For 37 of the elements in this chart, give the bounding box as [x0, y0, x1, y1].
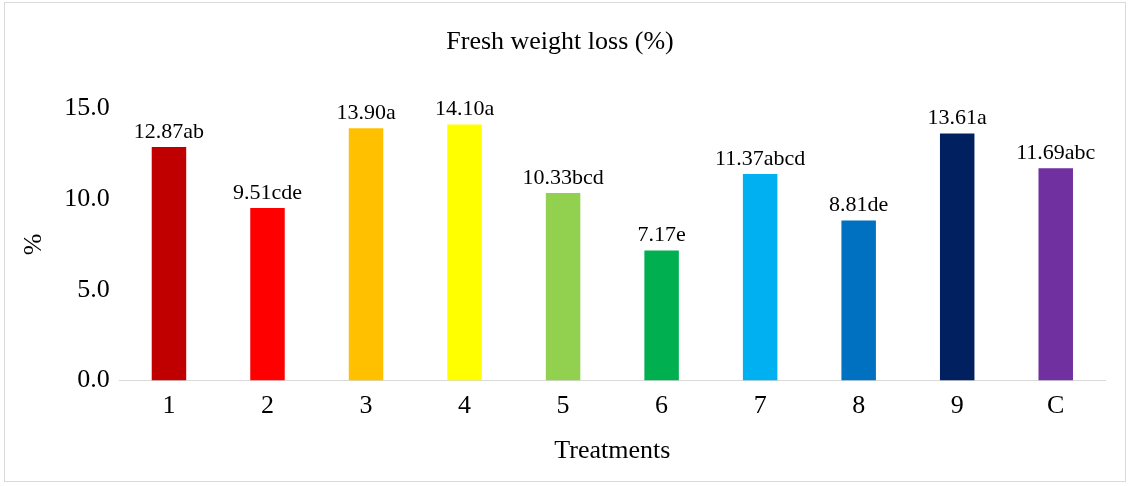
- bar: [151, 146, 187, 381]
- data-label: 13.90a: [336, 98, 396, 124]
- x-tick-label: 9: [950, 390, 964, 420]
- y-axis-title: %: [18, 233, 48, 256]
- bar: [742, 174, 778, 381]
- x-tick-label: 1: [162, 390, 176, 420]
- bar: [841, 220, 876, 381]
- data-label: 10.33bcd: [522, 163, 604, 189]
- y-tick-label: 10.0: [64, 182, 110, 212]
- data-label: 8.81de: [829, 191, 889, 217]
- y-tick-label: 15.0: [64, 92, 110, 122]
- bar: [1038, 168, 1073, 381]
- data-label: 7.17e: [637, 221, 686, 247]
- data-label: 9.51cde: [232, 178, 303, 204]
- data-label: 14.10a: [434, 95, 495, 121]
- data-label: 11.37abcd: [715, 144, 806, 170]
- bar: [644, 250, 679, 381]
- x-tick-label: 6: [655, 390, 669, 420]
- x-tick-label: 4: [458, 390, 472, 420]
- x-tick-label: 3: [359, 390, 373, 420]
- chart-title: Fresh weight loss (%): [446, 26, 674, 56]
- bar: [545, 193, 581, 381]
- bar: [348, 128, 384, 381]
- x-tick-label: 8: [852, 390, 866, 420]
- bar: [939, 133, 975, 381]
- y-tick-label: 5.0: [77, 273, 110, 303]
- y-tick-label: 0.0: [77, 364, 110, 394]
- x-axis-title: Treatments: [554, 435, 671, 465]
- data-label: 11.69abc: [1016, 139, 1096, 165]
- bar: [447, 124, 482, 381]
- x-tick-label: 7: [753, 390, 767, 420]
- x-tick-label: 5: [556, 390, 570, 420]
- bar: [250, 207, 285, 381]
- x-tick-label: C: [1047, 390, 1065, 420]
- data-label: 13.61a: [927, 104, 988, 130]
- data-label: 12.87ab: [133, 117, 205, 143]
- x-tick-label: 2: [260, 390, 274, 420]
